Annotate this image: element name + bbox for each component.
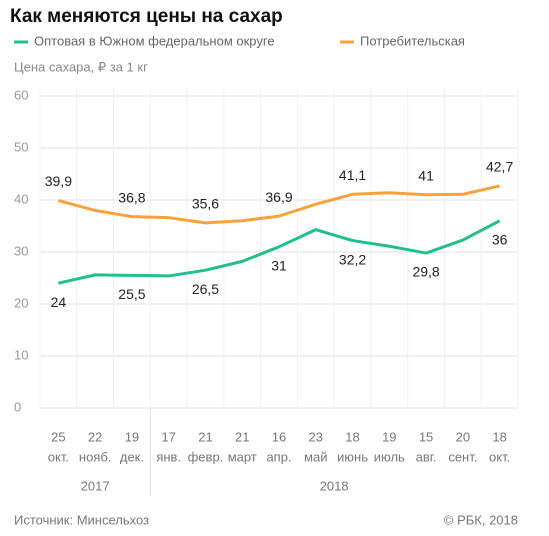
x-tick-sublabel: янв. (156, 449, 181, 464)
x-tick-label: 21 (235, 429, 249, 444)
x-tick-label: 15 (419, 429, 433, 444)
data-label: 36 (492, 232, 508, 248)
chart-title: Как меняются цены на сахар (10, 6, 283, 27)
y-tick-label: 40 (14, 191, 28, 206)
y-tick-label: 30 (14, 243, 28, 258)
x-tick-sublabel: окт. (489, 449, 510, 464)
y-tick-label: 10 (14, 347, 28, 362)
x-tick-label: 23 (309, 429, 323, 444)
legend-label: Потребительская (360, 33, 465, 48)
data-label: 42,7 (486, 159, 513, 175)
x-tick-label: 18 (345, 429, 359, 444)
y-axis-label: Цена сахара, ₽ за 1 кг (14, 59, 148, 74)
y-tick-label: 20 (14, 295, 28, 310)
year-label: 2017 (81, 478, 110, 493)
x-tick-sublabel: апр. (266, 449, 291, 464)
copyright: © РБК, 2018 (444, 512, 518, 527)
data-label: 29,8 (412, 264, 439, 280)
data-label: 41 (418, 168, 434, 184)
line (58, 219, 501, 285)
legend-label: Оптовая в Южном федеральном округе (34, 33, 275, 48)
x-tick-sublabel: окт. (48, 449, 69, 464)
x-tick-label: 18 (492, 429, 506, 444)
y-tick-label: 0 (14, 399, 21, 414)
x-tick-label: 17 (161, 429, 175, 444)
year-label: 2018 (320, 478, 349, 493)
x-tick-label: 16 (272, 429, 286, 444)
data-label: 25,5 (118, 286, 145, 302)
x-tick-label: 25 (51, 429, 65, 444)
source: Источник: Минсельхоз (14, 512, 149, 527)
y-tick-label: 60 (14, 87, 28, 102)
line (57, 184, 500, 225)
x-tick-sublabel: нояб. (79, 449, 112, 464)
x-tick-label: 21 (198, 429, 212, 444)
x-tick-label: 22 (88, 429, 102, 444)
y-tick-label: 50 (14, 139, 28, 154)
x-tick-sublabel: февр. (188, 449, 224, 464)
x-tick-sublabel: июнь (337, 449, 368, 464)
data-label: 31 (271, 258, 287, 274)
data-label: 24 (51, 294, 67, 310)
data-label: 26,5 (192, 281, 219, 297)
x-tick-label: 19 (382, 429, 396, 444)
x-tick-label: 20 (456, 429, 470, 444)
data-label: 35,6 (192, 196, 219, 212)
data-label: 36,8 (118, 189, 145, 205)
data-label: 36,9 (265, 189, 292, 205)
x-tick-sublabel: март (228, 449, 257, 464)
data-label: 41,1 (339, 167, 366, 183)
x-tick-sublabel: май (304, 449, 327, 464)
data-label: 39,9 (45, 173, 72, 189)
x-tick-sublabel: июль (374, 449, 405, 464)
x-tick-sublabel: дек. (120, 449, 144, 464)
x-tick-sublabel: сент. (448, 449, 477, 464)
x-tick-label: 19 (125, 429, 139, 444)
x-tick-sublabel: авг. (416, 449, 437, 464)
data-label: 32,2 (339, 251, 366, 267)
